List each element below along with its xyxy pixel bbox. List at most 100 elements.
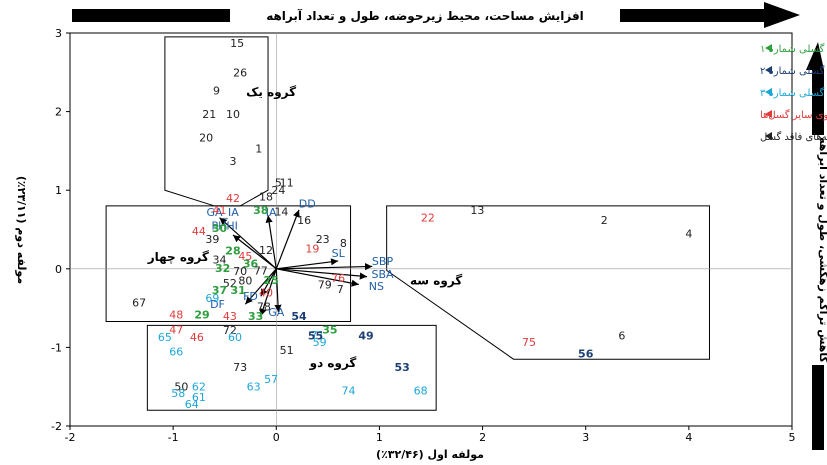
point-label: 65 [158, 331, 172, 344]
vector-label: SBP [372, 255, 394, 268]
vector-arrow [260, 268, 277, 297]
point-label: 2 [601, 214, 608, 227]
legend-marker [765, 66, 772, 74]
point-label: 60 [228, 331, 242, 344]
point-label: 6 [618, 330, 625, 343]
point-label: 46 [190, 331, 204, 344]
point-label: 47 [169, 323, 183, 336]
point-label: 41 [213, 204, 227, 217]
group-two-region [146, 324, 437, 411]
x-tick-label: 2 [479, 431, 486, 444]
point-label: 21 [202, 108, 216, 121]
vector-label: NS [369, 280, 384, 293]
vector-arrow [276, 268, 368, 280]
point-label: 43 [223, 310, 237, 323]
y-axis-title: مولفه دوم (۲۳/۱۱٪) [15, 176, 28, 284]
point-label: 5 [275, 176, 282, 189]
legend-marker [765, 44, 772, 52]
group-four-region [105, 205, 352, 322]
point-label: 52 [223, 277, 237, 290]
point-label: 76 [331, 272, 345, 285]
point-label: 26 [233, 66, 247, 79]
point-label: 59 [313, 336, 327, 349]
y-tick-label: 3 [55, 27, 62, 40]
legend-marker [765, 110, 772, 118]
legend-entry: زیرحوضه‌های قرار گرفته بر روی زون گسلی ش… [760, 87, 827, 99]
point-label: 22 [421, 212, 435, 225]
right-arrow-title: کاهش تراکم زهکشی، طول و تعداد آبراهه [817, 137, 827, 363]
vector-label: SBA [371, 268, 394, 281]
point-label: 50 [174, 381, 188, 394]
group-regions [105, 36, 710, 411]
group-label: گروه یک [246, 85, 296, 100]
point-label: 62 [192, 381, 206, 394]
vector-label: FD [243, 290, 258, 303]
point-label: 66 [169, 345, 183, 358]
point-label: 70 [233, 265, 247, 278]
vector-arrow [219, 217, 277, 270]
y-tick-label: -1 [51, 341, 62, 354]
point-label: 36 [243, 257, 259, 270]
point-label: 68 [414, 385, 428, 398]
group-label: گروه دو [309, 356, 357, 371]
point-label: 13 [470, 204, 484, 217]
vector-label: SL [332, 247, 346, 260]
point-label: 58 [171, 387, 185, 400]
point-label: 67 [132, 297, 146, 310]
point-label: 9 [213, 84, 220, 97]
x-tick-label: -2 [65, 431, 76, 444]
point-label: 15 [230, 37, 244, 50]
x-axis-title: مولفه اول (۳۲/۴۶٪) [376, 448, 484, 461]
point-label: 42 [226, 192, 240, 205]
x-tick-label: -1 [168, 431, 179, 444]
point-label: 7 [337, 283, 344, 296]
x-tick-label: 3 [582, 431, 589, 444]
point-label: 48 [169, 308, 183, 321]
point-label: 61 [192, 391, 206, 404]
point-label: 72 [223, 324, 237, 337]
legend-entry: زیرحوضه‌های قرار گرفته بر روی زون گسلی ش… [760, 65, 827, 77]
point-label: 80 [238, 275, 252, 288]
point-label: 12 [259, 244, 273, 257]
legend-entry: زیرحوضه‌های قرار گرفته بر روی زون گسلی ش… [760, 43, 827, 55]
zero-lines [70, 33, 792, 426]
vector-label: PHHI [212, 220, 238, 233]
legend-entry: زیرحوضه‌های فاقد گسل [760, 131, 827, 143]
point-label: 16 [297, 214, 311, 227]
point-label: 29 [194, 308, 209, 321]
point-label: 18 [259, 190, 273, 203]
vector-label: IA [266, 206, 277, 219]
point-label: 74 [341, 385, 355, 398]
x-tick-label: 1 [376, 431, 383, 444]
top-arrow-banner: افزایش مساحت، محیط زیرحوضه، طول و تعداد … [72, 2, 800, 28]
point-label: 28 [225, 245, 240, 258]
vector-arrow [276, 263, 373, 271]
point-label: 24 [271, 184, 285, 197]
point-label: 34 [213, 253, 227, 266]
plot-frame [69, 32, 793, 427]
point-label: 4 [685, 227, 692, 240]
point-label: 40 [259, 286, 273, 299]
point-label: 1 [255, 143, 262, 156]
point-label: 32 [215, 262, 230, 275]
point-label: 11 [280, 176, 294, 189]
vector-label: DF [210, 298, 225, 311]
point-label: 19 [305, 242, 319, 255]
point-label: 49 [358, 330, 373, 343]
point-label: 45 [238, 250, 252, 263]
point-label: 33 [248, 310, 263, 323]
point-label: 73 [233, 361, 247, 374]
group-three-region [386, 205, 710, 360]
point-label: 63 [247, 381, 261, 394]
vector-arrow [274, 268, 282, 313]
y-tick-label: 0 [55, 263, 62, 276]
point-label: 14 [274, 205, 288, 218]
point-label: 44 [192, 225, 206, 238]
point-label: 10 [226, 108, 240, 121]
vector-arrow [275, 209, 300, 270]
point-label: 57 [264, 373, 278, 386]
point-label: 8 [340, 237, 347, 250]
group-one-region [164, 36, 269, 207]
